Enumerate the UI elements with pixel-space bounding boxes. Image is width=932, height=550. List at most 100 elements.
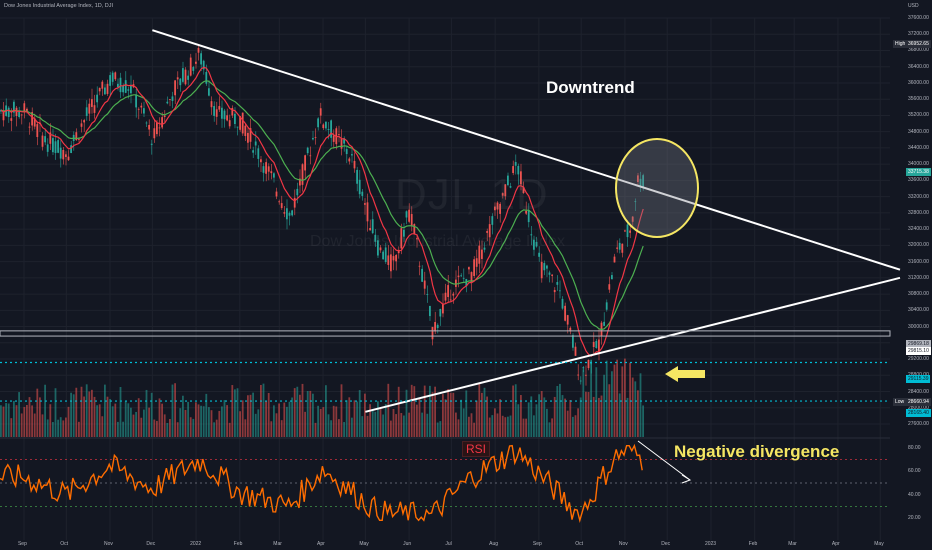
candle-body: [176, 77, 179, 80]
candle-body: [403, 229, 405, 237]
volume-bar: [145, 389, 148, 437]
price-tick-label: 36000.00: [908, 79, 929, 86]
price-tick-label: 28000.00: [908, 404, 929, 411]
candle-body: [169, 98, 171, 100]
volume-bar: [135, 411, 137, 437]
volume-bar: [39, 397, 41, 437]
volume-bar: [577, 408, 579, 437]
candle-body: [41, 135, 44, 147]
candle-body: [197, 48, 200, 53]
candle-body: [345, 149, 348, 155]
volume-bar: [421, 412, 423, 437]
candle-body: [395, 255, 397, 262]
volume-bar: [496, 413, 499, 437]
candle-body: [618, 242, 621, 250]
candle-body: [553, 289, 556, 293]
candle-body: [522, 186, 525, 194]
volume-bar: [590, 359, 592, 437]
candle-body: [520, 171, 522, 185]
time-tick-label: 2023: [704, 541, 717, 547]
candle-body: [189, 57, 192, 76]
volume-bar: [85, 384, 88, 437]
time-tick-label: Jun: [403, 541, 412, 547]
candle-body: [31, 112, 33, 126]
volume-bar: [228, 422, 231, 437]
volume-bar: [176, 422, 179, 437]
candle-body: [416, 238, 418, 240]
candle-body: [431, 326, 434, 340]
candle-body: [202, 60, 205, 70]
volume-bar: [78, 421, 80, 437]
volume-bar: [169, 419, 171, 437]
volume-bar: [452, 392, 455, 437]
candle-body: [530, 234, 533, 236]
rsi-tick-label: 20.00: [908, 515, 921, 521]
candle-body: [595, 340, 598, 348]
volume-bar: [348, 397, 351, 437]
level1-badge: 29869.18: [906, 340, 931, 348]
candle-body: [312, 138, 314, 140]
volume-bar: [2, 406, 5, 437]
volume-bar: [322, 407, 325, 437]
volume-bar: [442, 394, 444, 437]
candle-body: [257, 148, 260, 159]
candle-body: [577, 374, 579, 376]
volume-bar: [504, 417, 507, 437]
candle-body: [10, 118, 13, 121]
candle-body: [54, 141, 57, 153]
candle-body: [301, 164, 304, 185]
level5-badge: 28165.40: [906, 409, 931, 417]
candle-body: [226, 115, 228, 121]
volume-bar: [26, 404, 28, 437]
candle-body: [408, 209, 410, 222]
volume-bar: [270, 421, 273, 437]
volume-bar: [234, 389, 236, 437]
candle-body: [200, 53, 202, 65]
price-tick-label: 33200.00: [908, 193, 929, 200]
price-tick-label: 30400.00: [908, 307, 929, 314]
volume-bar: [75, 387, 78, 437]
candle-body: [574, 346, 577, 356]
candle-body: [447, 285, 449, 298]
volume-bar: [353, 400, 356, 437]
candle-body: [119, 77, 122, 93]
volume-bar: [286, 406, 288, 437]
volume-bar: [247, 395, 249, 437]
volume-bar: [278, 403, 280, 437]
candle-body: [195, 61, 197, 64]
volume-bar: [254, 413, 257, 437]
volume-bar: [366, 415, 369, 437]
candle-body: [210, 101, 213, 108]
candle-body: [309, 155, 312, 157]
candle-body: [241, 112, 244, 134]
candle-body: [109, 75, 111, 86]
volume-bar: [239, 411, 241, 437]
volume-bar: [317, 405, 319, 437]
candle-body: [273, 173, 275, 178]
volume-bar: [189, 417, 192, 437]
candle-body: [642, 175, 644, 188]
candle-body: [629, 230, 631, 233]
candle-body: [46, 144, 49, 152]
volume-bar: [327, 414, 330, 437]
volume-bar: [10, 418, 13, 437]
candle-body: [366, 202, 369, 222]
volume-bar: [231, 385, 234, 437]
volume-bar: [288, 401, 291, 437]
volume-bar: [616, 359, 618, 437]
time-tick-label: Oct: [60, 541, 69, 547]
candle-body: [613, 256, 616, 263]
candle-body: [111, 72, 114, 82]
volume-bar: [241, 400, 244, 437]
volume-bar: [553, 396, 556, 437]
volume-bar: [67, 406, 70, 437]
candle-body: [327, 128, 330, 130]
time-tick-label: Dec: [661, 541, 671, 547]
candle-body: [390, 254, 392, 272]
candle-body: [280, 203, 283, 209]
candle-body: [145, 122, 148, 124]
time-tick-label: Sep: [532, 541, 542, 547]
volume-bar: [49, 404, 52, 437]
volume-bar: [470, 413, 473, 437]
candle-body: [124, 80, 127, 93]
